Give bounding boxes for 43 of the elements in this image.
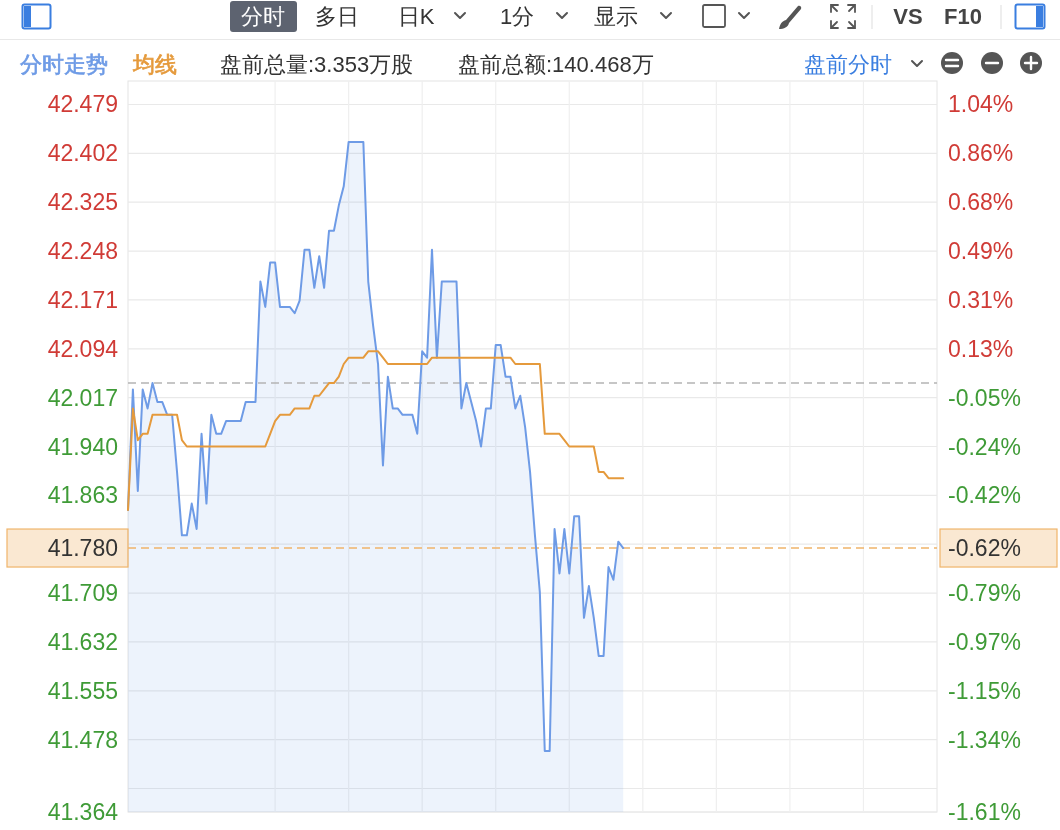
text: 分时 [241, 3, 285, 29]
y-tick-label: 41.364 [47, 799, 119, 825]
y2-tick-label: -0.97% [948, 629, 1021, 656]
text: 盘前总量:3.353万股 [220, 51, 414, 77]
y-tick-label: 42.094 [47, 335, 119, 362]
y2-tick-label: 0.31% [948, 286, 1014, 313]
y2-tick-label: 0.13% [948, 335, 1014, 362]
y-tick-label: 42.479 [47, 91, 118, 118]
text: 盘前总额:140.468万 [458, 51, 654, 77]
y2-tick-label: 0.86% [948, 140, 1014, 167]
y-tick-label: 41.863 [47, 482, 118, 509]
text: 多日 [315, 3, 359, 29]
y-tick-label: 42.171 [47, 286, 118, 313]
text: 盘前分时 [804, 51, 892, 77]
y2-tick-label: -1.61% [948, 799, 1021, 825]
y2-tick-label: -0.24% [948, 433, 1021, 460]
y2-tick-label: -1.15% [948, 677, 1021, 704]
y-tick-label: 42.402 [47, 140, 118, 167]
text: -0.62% [948, 535, 1021, 562]
y2-tick-label: 0.68% [948, 189, 1014, 216]
y2-tick-label: -0.42% [948, 482, 1021, 509]
text: 分时走势 [20, 51, 108, 77]
y2-tick-label: 1.04% [948, 91, 1014, 118]
text: F10 [944, 3, 982, 29]
text: VS [893, 3, 923, 29]
y2-tick-label: -0.79% [948, 579, 1021, 606]
ref-line-label: 41.780 [47, 535, 118, 562]
y2-tick-label: -1.34% [948, 726, 1021, 753]
y-tick-label: 41.555 [47, 677, 118, 704]
y-tick-label: 42.325 [47, 189, 118, 216]
text: 显示 [594, 3, 638, 29]
y-tick-label: 42.017 [47, 384, 118, 411]
y2-tick-label: -0.05% [948, 384, 1021, 411]
y-tick-label: 41.632 [47, 628, 118, 655]
y-tick-label: 42.248 [47, 238, 118, 265]
text: 均线 [132, 51, 177, 77]
y2-tick-label: 0.49% [948, 237, 1014, 264]
y-tick-label: 41.709 [47, 580, 118, 607]
text: 日K [397, 3, 435, 29]
line-series [127, 350, 625, 511]
y-tick-label: 41.940 [47, 433, 118, 460]
y-tick-label: 41.478 [47, 726, 118, 753]
text: 1分 [499, 3, 535, 29]
